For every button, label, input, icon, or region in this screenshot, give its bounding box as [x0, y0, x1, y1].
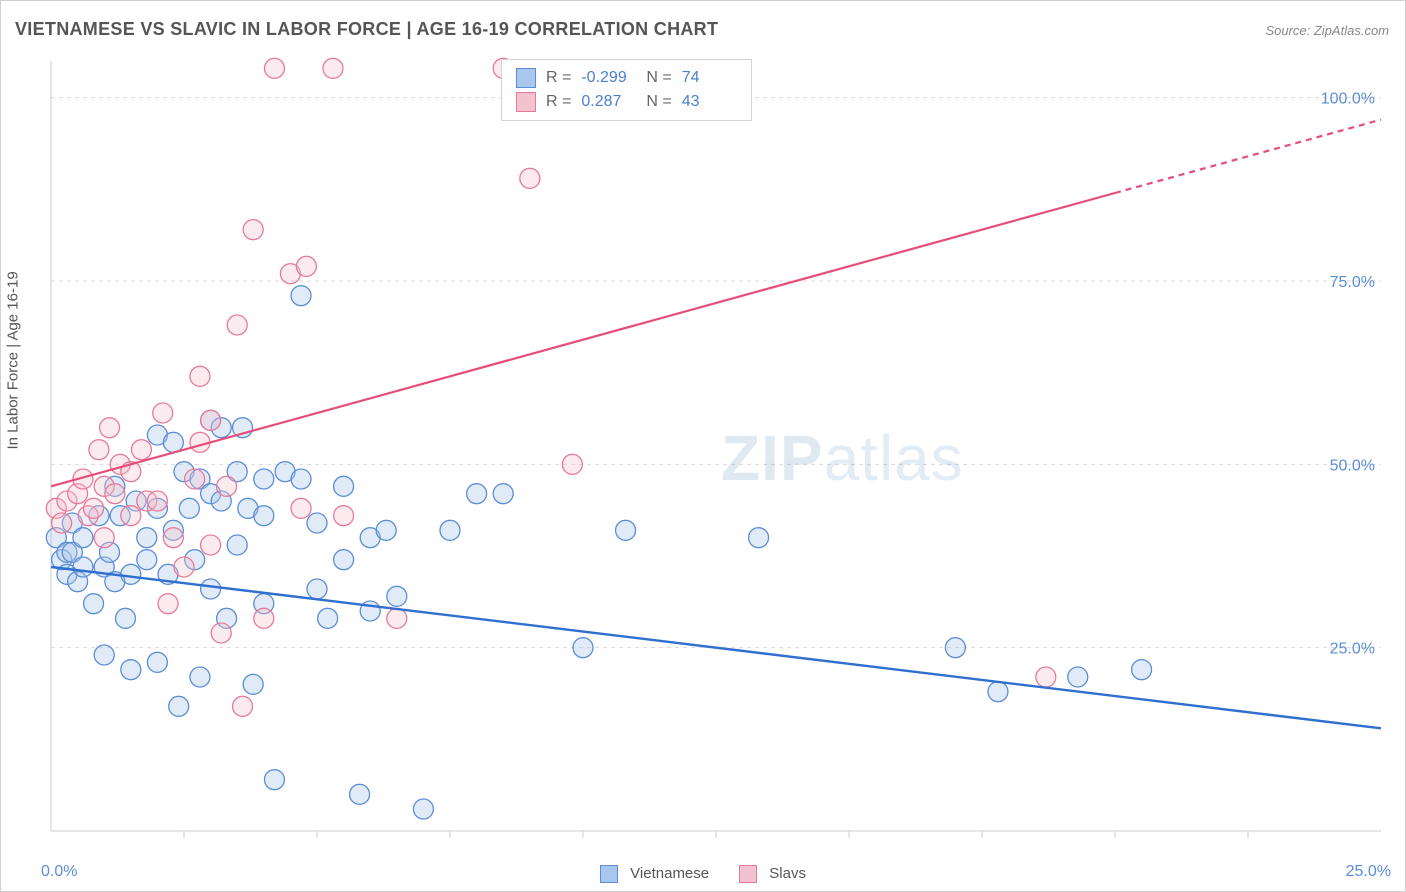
chart-container: VIETNAMESE VS SLAVIC IN LABOR FORCE | AG… [0, 0, 1406, 892]
legend-swatch-vietnamese [600, 865, 618, 883]
source-attribution: Source: ZipAtlas.com [1265, 23, 1389, 38]
correlation-stats-box: R = -0.299 N = 74 R = 0.287 N = 43 [501, 59, 752, 121]
stats-n-label: N = [646, 93, 671, 111]
y-axis-label: In Labor Force | Age 16-19 [5, 271, 22, 449]
legend-swatch-slavs [739, 865, 757, 883]
legend-item-vietnamese: Vietnamese [600, 865, 709, 883]
scatter-plot-svg: 25.0% 50.0% 75.0% 100.0% [51, 61, 1381, 831]
legend: Vietnamese Slavs [600, 865, 806, 883]
x-axis-origin-label: 0.0% [41, 863, 77, 881]
stats-r-label: R = [546, 69, 571, 87]
stats-n-label: N = [646, 69, 671, 87]
legend-item-slavs: Slavs [739, 865, 806, 883]
svg-text:75.0%: 75.0% [1330, 274, 1375, 291]
legend-label: Slavs [769, 865, 806, 882]
chart-title: VIETNAMESE VS SLAVIC IN LABOR FORCE | AG… [15, 19, 718, 40]
stats-r-value: 0.287 [581, 93, 636, 111]
stats-n-value: 43 [682, 93, 737, 111]
legend-label: Vietnamese [630, 865, 709, 882]
stats-row: R = 0.287 N = 43 [516, 90, 737, 114]
svg-text:100.0%: 100.0% [1321, 91, 1375, 108]
stats-swatch-vietnamese [516, 68, 536, 88]
svg-text:50.0%: 50.0% [1330, 457, 1375, 474]
stats-r-label: R = [546, 93, 571, 111]
plot-area: 25.0% 50.0% 75.0% 100.0% [51, 61, 1381, 831]
svg-text:25.0%: 25.0% [1330, 641, 1375, 658]
stats-swatch-slavs [516, 92, 536, 112]
x-axis-max-label: 25.0% [1346, 863, 1391, 881]
stats-r-value: -0.299 [581, 69, 636, 87]
stats-n-value: 74 [682, 69, 737, 87]
stats-row: R = -0.299 N = 74 [516, 66, 737, 90]
